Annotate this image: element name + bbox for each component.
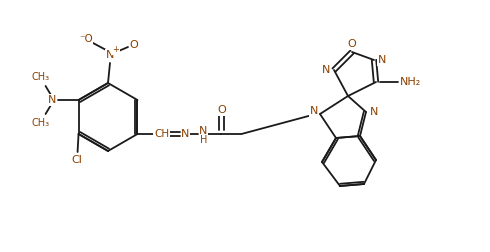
Text: O: O xyxy=(130,40,138,50)
Text: CH₃: CH₃ xyxy=(31,118,49,128)
Text: O: O xyxy=(347,39,356,49)
Text: H: H xyxy=(200,135,207,145)
Text: N: N xyxy=(199,126,208,136)
Text: CH₃: CH₃ xyxy=(31,72,49,82)
Text: +: + xyxy=(113,46,120,54)
Text: Cl: Cl xyxy=(71,155,82,165)
Text: N: N xyxy=(310,106,318,116)
Text: CH: CH xyxy=(154,129,169,139)
Text: N: N xyxy=(322,65,330,75)
Text: N: N xyxy=(106,50,114,60)
Text: N: N xyxy=(370,107,378,117)
Text: N: N xyxy=(181,129,190,139)
Text: NH₂: NH₂ xyxy=(399,77,420,87)
Text: O: O xyxy=(217,105,226,115)
Text: N: N xyxy=(49,95,57,105)
Text: ⁻O: ⁻O xyxy=(79,34,93,44)
Text: N: N xyxy=(378,55,386,65)
